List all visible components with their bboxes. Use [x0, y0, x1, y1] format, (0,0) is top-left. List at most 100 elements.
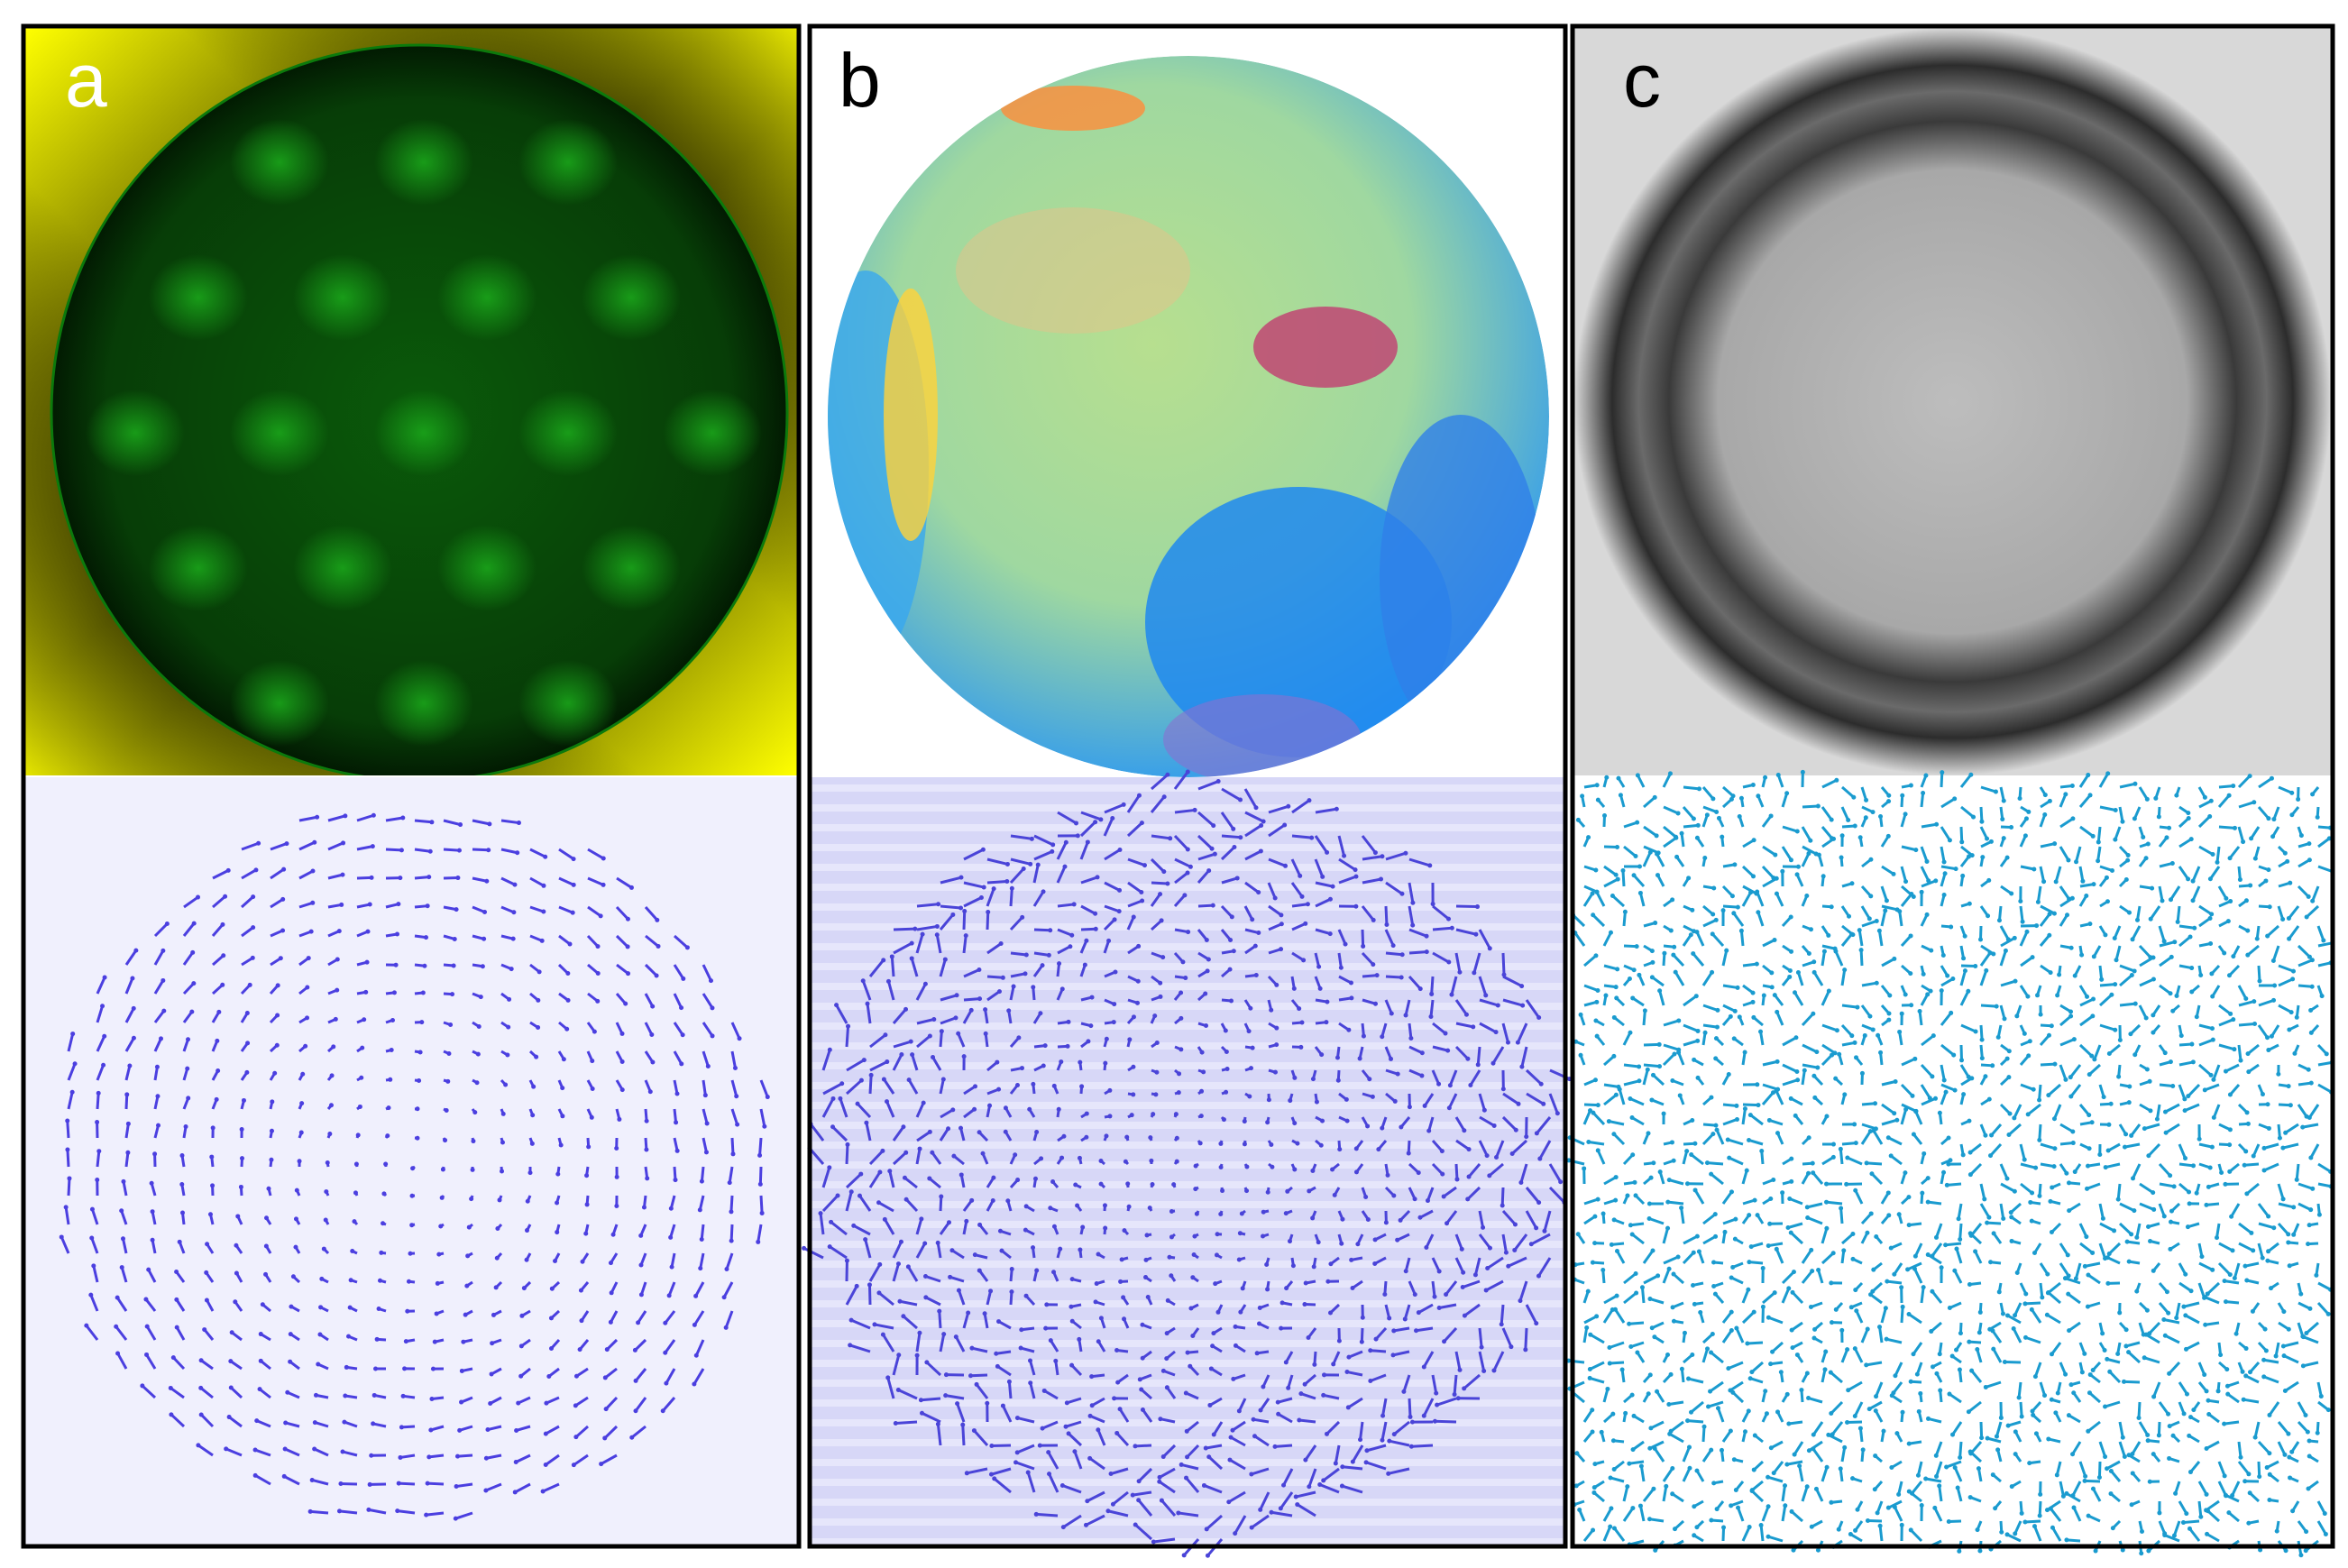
arrow-head [1837, 1051, 1842, 1057]
arrow-head [1941, 859, 1947, 865]
vector-arrow [241, 926, 254, 938]
vector-arrow [892, 1008, 907, 1024]
vector-arrow [1026, 1472, 1036, 1493]
vector-arrow [905, 1198, 919, 1213]
arrow-head [1310, 1077, 1316, 1082]
vector-arrow [2191, 866, 2201, 882]
arrow-head [1853, 1141, 1858, 1146]
vector-arrow [2019, 1143, 2026, 1160]
arrow-head [1272, 1444, 1278, 1449]
arrow-head [2104, 875, 2109, 880]
arrow-head [1274, 1042, 1279, 1048]
arrow-head [1033, 1511, 1039, 1517]
arrow-head [2266, 816, 2271, 821]
arrow-head [491, 1312, 496, 1317]
arrow-head [548, 1316, 554, 1321]
vector-arrow [2108, 1043, 2121, 1055]
vector-arrow [1088, 1457, 1105, 1471]
arrow-head [2153, 795, 2159, 801]
arrow-head [509, 967, 514, 972]
arrow-head [1575, 1232, 1581, 1237]
vector-arrow [1960, 1023, 1977, 1033]
arrow-head [2285, 858, 2290, 864]
vector-arrow [729, 1224, 734, 1242]
arrow-head [1878, 813, 1884, 819]
arrow-head [1711, 912, 1716, 917]
arrow-head [1588, 1332, 1593, 1337]
arrow-head [1275, 1399, 1280, 1405]
arrow-head [2244, 1278, 2250, 1283]
arrow-head [1969, 1076, 1975, 1081]
arrow-head [2126, 1100, 2132, 1105]
arrow-head [1125, 1181, 1131, 1187]
arrow-head [1870, 1027, 1876, 1032]
arrow-head [1443, 1031, 1448, 1036]
arrow-head [1655, 851, 1660, 857]
arrow-head [1250, 917, 1255, 922]
vector-arrow [1821, 990, 1830, 1006]
vector-arrow [1150, 857, 1165, 873]
arrow-head [1279, 922, 1284, 927]
arrow-head [1513, 1127, 1518, 1132]
vector-arrow [644, 906, 658, 922]
arrow-head [1614, 995, 1619, 1001]
arrow-head [1258, 1507, 1263, 1512]
vector-arrow [986, 880, 1007, 885]
arrow-head [376, 1307, 381, 1312]
vector-arrow [2238, 801, 2255, 809]
arrow-head [2298, 1291, 2304, 1297]
vector-arrow [1901, 1057, 1916, 1067]
vector-arrow [821, 1049, 831, 1071]
vector-arrow [2118, 806, 2124, 822]
vector-arrow [1501, 1022, 1509, 1043]
arrow-head [2181, 1304, 2187, 1309]
arrow-head [1849, 881, 1855, 886]
arrow-head [1809, 1247, 1814, 1252]
arrow-head [355, 1132, 361, 1138]
arrow-head [427, 848, 433, 854]
arrow-head [1023, 1227, 1028, 1233]
arrow-head [2009, 891, 2014, 896]
arrow-head [458, 822, 463, 828]
arrow-head [1380, 1125, 1385, 1131]
arrow-head [905, 1264, 911, 1270]
arrow-head [573, 1403, 578, 1408]
stripe [812, 1320, 1564, 1327]
vector-arrow [1898, 911, 1903, 927]
vector-arrow [1801, 1249, 1812, 1264]
arrow-head [214, 1096, 219, 1102]
arrow-head [1272, 895, 1278, 901]
arrow-head [1793, 1035, 1799, 1041]
stripe [812, 1360, 1564, 1367]
arrow-head [2123, 1343, 2129, 1349]
vector-arrow [1186, 1420, 1199, 1433]
arrow-head [1031, 1245, 1036, 1251]
arrow-head [724, 1266, 729, 1271]
arrow-head [381, 1221, 386, 1226]
vector-arrow [1158, 1480, 1176, 1494]
arrow-head [1851, 794, 1857, 800]
vector-arrow [1900, 893, 1913, 907]
arrow-head [1772, 1290, 1777, 1296]
arrow-head [564, 1026, 570, 1032]
vector-arrow [1781, 793, 1789, 808]
arrow-head [2147, 1078, 2152, 1084]
vector-arrow [1721, 949, 1729, 967]
vector-arrow [1009, 916, 1023, 931]
arrow-head [540, 1489, 546, 1494]
arrow-head [95, 1120, 100, 1125]
arrow-head [1320, 1118, 1325, 1123]
arrow-head [1096, 1427, 1101, 1433]
arrow-head [1106, 938, 1112, 943]
vector-arrow [1900, 866, 1907, 883]
vector-arrow [845, 1191, 853, 1212]
arrow-head [96, 1149, 102, 1154]
vector-arrow [1491, 1046, 1505, 1064]
vector-arrow [2036, 885, 2042, 903]
arrow-head [1325, 999, 1330, 1004]
arrow-head [1034, 1129, 1040, 1134]
arrow-head [1286, 1385, 1291, 1390]
arrow-head [398, 1454, 403, 1460]
arrow-head [1631, 967, 1637, 973]
arrow-head [1093, 1299, 1098, 1305]
